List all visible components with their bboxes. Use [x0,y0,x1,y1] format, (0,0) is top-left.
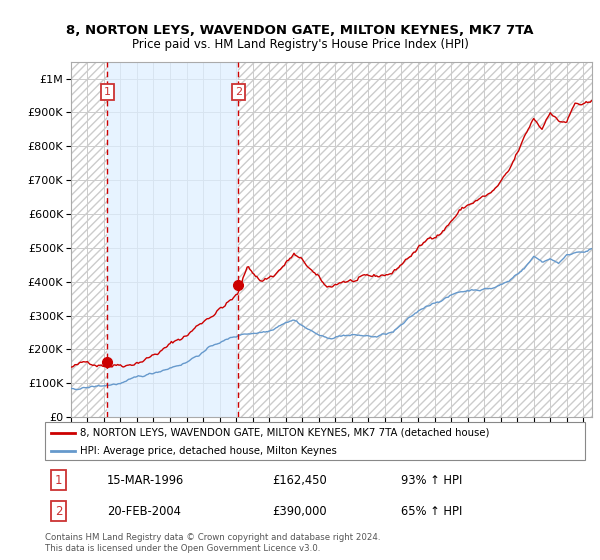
Text: 8, NORTON LEYS, WAVENDON GATE, MILTON KEYNES, MK7 7TA: 8, NORTON LEYS, WAVENDON GATE, MILTON KE… [66,24,534,36]
Text: 20-FEB-2004: 20-FEB-2004 [107,505,181,517]
Text: 2: 2 [55,505,62,517]
Text: £162,450: £162,450 [272,474,326,487]
FancyBboxPatch shape [45,422,585,460]
Text: Price paid vs. HM Land Registry's House Price Index (HPI): Price paid vs. HM Land Registry's House … [131,38,469,50]
Text: 8, NORTON LEYS, WAVENDON GATE, MILTON KEYNES, MK7 7TA (detached house): 8, NORTON LEYS, WAVENDON GATE, MILTON KE… [80,428,490,438]
Bar [71,62,107,417]
Text: HPI: Average price, detached house, Milton Keynes: HPI: Average price, detached house, Milt… [80,446,337,456]
Bar [238,62,592,417]
Text: 2: 2 [235,87,242,97]
Text: £390,000: £390,000 [272,505,326,517]
Text: 1: 1 [55,474,62,487]
Text: 65% ↑ HPI: 65% ↑ HPI [401,505,463,517]
Text: Contains HM Land Registry data © Crown copyright and database right 2024.
This d: Contains HM Land Registry data © Crown c… [45,533,380,553]
Bar [107,62,238,417]
Text: 93% ↑ HPI: 93% ↑ HPI [401,474,463,487]
Text: 1: 1 [104,87,111,97]
Text: 15-MAR-1996: 15-MAR-1996 [107,474,184,487]
